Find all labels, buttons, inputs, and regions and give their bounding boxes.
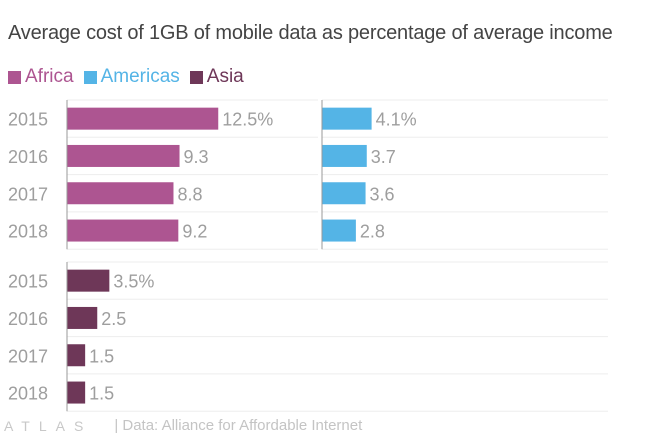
bar-americas-2015 [322,107,372,130]
data-label-asia-2018: 1.5 [89,384,114,404]
data-label-americas-2017: 3.6 [370,184,395,204]
tick-label-africa-2017: 2017 [8,184,48,204]
tick-label-africa-2016: 2016 [8,147,48,167]
bar-asia-2016 [67,306,98,329]
tick-label-asia-2017: 2017 [8,346,48,366]
legend-swatch-americas [83,70,97,84]
legend-item-asia: Asia [189,66,244,88]
chart-title: Average cost of 1GB of mobile data as pe… [8,22,613,44]
data-label-africa-2017: 8.8 [177,184,202,204]
data-label-americas-2016: 3.7 [371,147,396,167]
bar-africa-2016 [67,144,180,167]
bar-americas-2018 [322,219,356,242]
legend-item-americas: Americas [83,66,180,88]
tick-label-asia-2016: 2016 [8,309,48,329]
bar-africa-2018 [67,219,179,242]
data-label-americas-2015: 4.1% [376,110,417,130]
data-label-americas-2018: 2.8 [360,222,385,242]
legend-item-africa: Africa [8,66,74,88]
legend-swatch-africa [8,70,21,84]
legend-label-africa: Africa [25,66,74,87]
data-label-asia-2016: 2.5 [101,309,126,329]
tick-label-asia-2015: 2015 [8,272,48,292]
tick-label-africa-2015: 2015 [8,110,48,130]
tick-label-africa-2018: 2018 [8,222,48,242]
data-label-asia-2015: 3.5% [113,272,154,292]
data-source: | Data: Alliance for Affordable Internet [114,417,363,434]
bar-asia-2015 [67,269,110,292]
legend: Africa Americas Asia [8,66,254,88]
bar-africa-2015 [67,107,219,130]
legend-label-americas: Americas [100,66,180,87]
bar-africa-2017 [67,182,174,205]
data-label-africa-2016: 9.3 [184,147,209,167]
bar-americas-2016 [322,144,367,167]
bar-asia-2017 [67,344,86,367]
bar-asia-2018 [67,381,86,404]
atlas-logo: ATLAS [4,417,93,434]
footer: ATLAS | Data: Alliance for Affordable In… [4,417,362,434]
data-label-africa-2018: 9.2 [182,222,207,242]
legend-label-asia: Asia [206,66,244,87]
bar-americas-2017 [322,182,366,205]
data-label-asia-2017: 1.5 [89,346,114,366]
tick-label-asia-2018: 2018 [8,384,48,404]
legend-swatch-asia [189,70,203,84]
data-label-africa-2015: 12.5% [222,110,273,130]
